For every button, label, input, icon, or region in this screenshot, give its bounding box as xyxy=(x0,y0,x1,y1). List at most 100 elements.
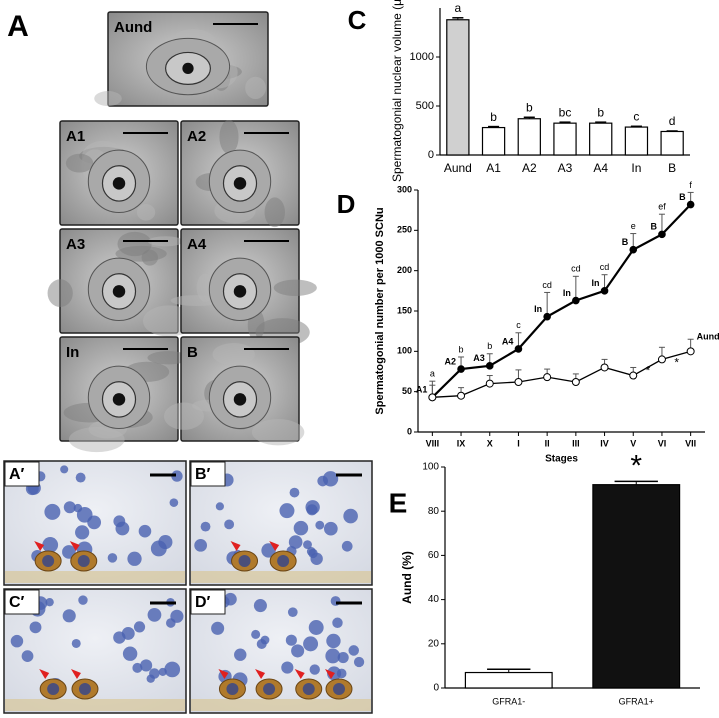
y-tick-label: 250 xyxy=(397,225,412,235)
nucleus xyxy=(140,659,153,672)
y-tick-label: 0 xyxy=(433,683,439,694)
nucleus xyxy=(133,621,146,633)
nucleus xyxy=(78,683,91,695)
x-tick-label: In xyxy=(631,161,641,175)
nucleus xyxy=(336,668,347,679)
nucleus xyxy=(47,683,60,695)
point xyxy=(457,365,465,373)
micrograph-label: A4 xyxy=(187,236,207,253)
nucleus xyxy=(77,555,90,567)
x-tick-label: VIII xyxy=(426,438,440,448)
significance-label: cd xyxy=(600,262,610,272)
nucleus xyxy=(115,521,130,536)
point xyxy=(485,362,494,370)
nucleus xyxy=(253,599,267,613)
arrowhead xyxy=(39,669,50,679)
x-tick-label: Aund xyxy=(444,161,472,175)
significance-label: c xyxy=(516,320,521,330)
significance-label: b xyxy=(597,105,604,119)
tissue-blob xyxy=(47,279,73,308)
nucleus xyxy=(44,503,61,520)
x-tick-label: IX xyxy=(457,438,466,448)
y-tick-label: 80 xyxy=(428,506,440,517)
nucleus xyxy=(42,555,55,567)
tissue-blob xyxy=(115,245,167,262)
micrograph-label: In xyxy=(66,344,79,361)
nucleus xyxy=(224,519,235,530)
nucleus xyxy=(263,683,276,695)
arrowhead xyxy=(230,541,241,551)
tissue-blob xyxy=(147,351,190,365)
y-axis-label: Aund (%) xyxy=(400,551,414,604)
y-tick-label: 100 xyxy=(422,462,439,473)
significance-label: ef xyxy=(658,202,666,212)
y-tick-label: 0 xyxy=(428,149,434,161)
label-box xyxy=(190,461,226,487)
significance-label: bc xyxy=(559,105,572,119)
tissue-blob xyxy=(94,91,122,107)
nucleus xyxy=(42,537,59,553)
y-tick-label: 20 xyxy=(428,638,440,649)
tissue-blob xyxy=(245,76,267,100)
arrowhead xyxy=(255,669,266,679)
nucleus xyxy=(287,607,298,618)
point xyxy=(600,287,609,295)
nucleus xyxy=(303,636,319,652)
point-label: B xyxy=(679,192,686,202)
bar xyxy=(660,130,684,156)
point xyxy=(543,373,552,382)
point xyxy=(514,345,523,353)
micrograph-label: Aund xyxy=(114,19,152,36)
nucleus xyxy=(45,597,54,607)
nucleus xyxy=(238,555,251,567)
nucleus xyxy=(149,668,160,679)
nucleus xyxy=(234,648,247,661)
x-tick-label: B xyxy=(668,161,676,175)
x-axis-label: Stages xyxy=(545,454,578,465)
point xyxy=(657,355,666,364)
x-tick-label: A2 xyxy=(522,161,537,175)
nucleus xyxy=(171,470,183,482)
nucleus xyxy=(251,629,261,639)
y-tick-label: 0 xyxy=(407,426,412,436)
point xyxy=(543,312,551,321)
bar xyxy=(553,122,577,156)
point-label: A2 xyxy=(445,356,457,366)
nucleus xyxy=(305,500,320,515)
significance-label: f xyxy=(689,180,692,190)
x-tick-label: GFRA1+ xyxy=(619,696,654,706)
nucleus xyxy=(279,503,295,519)
point xyxy=(686,347,695,356)
x-tick-label: IV xyxy=(600,438,609,448)
point xyxy=(485,379,494,388)
nucleus xyxy=(288,535,303,549)
x-tick-label: A1 xyxy=(486,161,501,175)
nucleolus xyxy=(233,177,247,190)
nucleus xyxy=(332,683,345,695)
x-tick-label: III xyxy=(572,438,580,448)
nucleus xyxy=(147,608,162,622)
nucleus xyxy=(260,635,270,645)
nucleus xyxy=(164,661,181,678)
basal-layer xyxy=(5,699,185,711)
nucleus xyxy=(71,638,81,648)
series-label: Aund xyxy=(697,332,719,342)
panel-letter: A xyxy=(7,10,29,43)
nucleus xyxy=(293,520,309,536)
micrograph-label: B′ xyxy=(195,466,211,483)
nucleolus xyxy=(182,62,194,75)
y-tick-label: 300 xyxy=(397,184,412,194)
point-label: A1 xyxy=(416,385,428,395)
nucleolus xyxy=(112,393,126,406)
nucleus xyxy=(309,664,320,675)
nucleus xyxy=(326,633,341,649)
nucleus xyxy=(75,525,90,540)
panel-letter: C xyxy=(348,5,367,35)
significance-label: e xyxy=(631,221,636,231)
nucleus xyxy=(348,645,360,656)
significance-label: * xyxy=(630,449,642,482)
arrowhead xyxy=(70,669,81,679)
significance-label: cd xyxy=(571,264,581,274)
nucleus xyxy=(343,508,358,524)
